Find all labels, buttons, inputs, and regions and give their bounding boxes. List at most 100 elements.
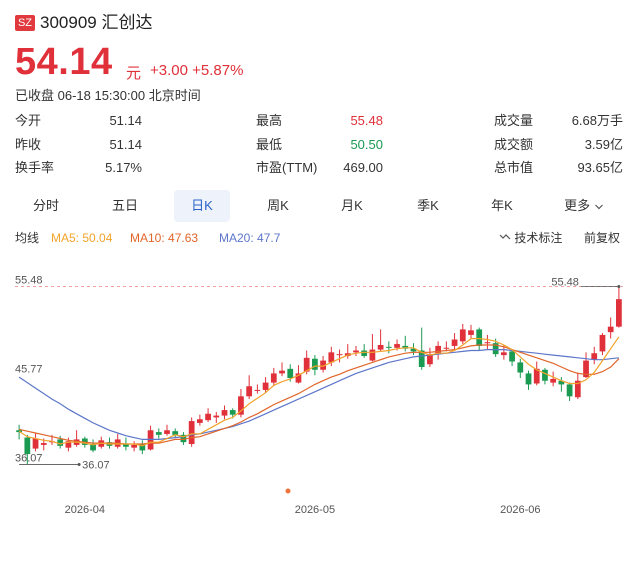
stat-label-volume: 成交量 (494, 113, 534, 128)
stat-label-prev-close: 昨收 (15, 137, 42, 152)
candle-body (65, 441, 72, 448)
candle-body (139, 444, 146, 451)
ma10-line (18, 344, 620, 445)
candle-body (172, 431, 179, 435)
candle-body (443, 347, 450, 349)
candle-body (287, 368, 294, 378)
candle-body (336, 354, 343, 356)
high-marker-label: 55.48 (551, 277, 579, 289)
candle-body (468, 330, 474, 335)
candle-body (599, 334, 606, 352)
candle-body (123, 444, 129, 447)
candle-body (295, 373, 302, 383)
tab-weekly-k[interactable]: 周K (267, 198, 289, 213)
low-marker-dot (77, 462, 81, 466)
candle-body (377, 345, 384, 350)
market-status: 已收盘 06-18 15:30:00 北京时间 (15, 88, 201, 103)
candle-body (16, 430, 22, 433)
candle-body (550, 378, 557, 383)
tool-icon (499, 234, 511, 240)
candle-body (155, 432, 162, 435)
candle-body (607, 326, 614, 333)
candle-body (385, 346, 392, 348)
y-tick-label: 36.07 (15, 452, 43, 464)
tab-daily-k[interactable]: 日K (174, 190, 230, 222)
candle-body (312, 358, 318, 370)
candle-body (566, 384, 573, 397)
stat-value-low: 50.50 (350, 137, 383, 152)
x-tick-label: 2026-06 (500, 504, 540, 516)
candle-body (32, 438, 39, 449)
stat-label-pe: 市盈(TTM) (256, 160, 318, 175)
candle-body (229, 410, 236, 415)
tech-annotation-toggle[interactable]: 技术标注 (499, 231, 562, 245)
ma-title: 均线 (15, 231, 40, 245)
stock-code-name: 300909 汇创达 (40, 13, 153, 32)
candle-body (500, 352, 507, 356)
candle-body (353, 350, 359, 353)
candle-body (24, 437, 31, 455)
candle-body (509, 351, 515, 362)
kline-chart-area[interactable]: 55.48 45.77 36.07 2026-04 2026-05 2026-06 55.4… (0, 248, 638, 533)
tab-more[interactable]: 更多 (558, 190, 610, 222)
candle-body (262, 382, 269, 390)
candle-body (180, 434, 187, 443)
candle-body (542, 369, 548, 381)
candle-body (533, 368, 540, 384)
candle-body (205, 413, 211, 421)
ma5-label: MA5: 50.04 (51, 231, 113, 245)
x-tick-label: 2026-04 (65, 504, 105, 516)
candle-body (57, 439, 64, 446)
tab-intraday[interactable]: 分时 (32, 198, 59, 213)
candle-body (320, 360, 326, 370)
candle-body (246, 386, 253, 397)
tab-five-day[interactable]: 五日 (111, 198, 138, 213)
candle-body (410, 348, 417, 352)
ma10-label: MA10: 47.63 (130, 231, 199, 245)
candle-body (459, 329, 466, 342)
stat-value-pe: 469.00 (343, 160, 383, 175)
candle-body (164, 430, 170, 434)
stat-label-market-cap: 总市值 (494, 160, 534, 175)
candle-body (40, 443, 47, 445)
stat-value-volume: 6.68万手 (571, 113, 623, 128)
candle-body (476, 329, 483, 346)
candle-body (435, 345, 442, 354)
stat-label-low: 最低 (256, 137, 283, 152)
stat-value-market-cap: 93.65亿 (577, 160, 623, 175)
ma20-line (18, 348, 619, 440)
tab-yearly-k[interactable]: 年K (491, 198, 513, 213)
candle-body (583, 360, 589, 378)
tab-more-label: 更多 (564, 198, 591, 213)
tab-monthly-k[interactable]: 月K (341, 198, 363, 213)
adjust-toggle[interactable]: 前复权 (584, 231, 621, 245)
candle-body (492, 343, 499, 355)
x-tick-label: 2026-05 (295, 504, 335, 516)
candle-body (394, 344, 400, 348)
high-marker-dot (617, 285, 621, 289)
chevron-down-icon (594, 204, 603, 209)
price-change: +3.00 +5.87% (150, 62, 244, 79)
ma5-line (18, 336, 620, 447)
candle-body (279, 370, 285, 374)
ma20-label: MA20: 47.7 (219, 231, 281, 245)
candle-body (221, 410, 228, 416)
candle-body (451, 339, 458, 346)
stat-label-turnover-rate: 换手率 (15, 160, 55, 175)
candle-body (369, 349, 376, 361)
current-price: 54.14 (15, 41, 113, 83)
y-tick-label: 45.77 (15, 364, 43, 376)
candle-body (484, 342, 491, 344)
candle-body (213, 415, 220, 418)
dot-marker-icon (285, 488, 291, 494)
tab-quarterly-k[interactable]: 季K (417, 198, 439, 213)
candle-body (574, 380, 581, 398)
stat-label-high: 最高 (256, 113, 283, 128)
exchange-badge: SZ (15, 15, 35, 31)
kline-chart: 55.48 45.77 36.07 2026-04 2026-05 2026-06 55.4… (15, 275, 623, 516)
stat-value-turnover-rate: 5.17% (105, 160, 142, 175)
candle-body (303, 357, 310, 372)
price-unit: 元 (126, 65, 142, 82)
candle-body (196, 419, 203, 423)
candle-body (238, 396, 244, 415)
